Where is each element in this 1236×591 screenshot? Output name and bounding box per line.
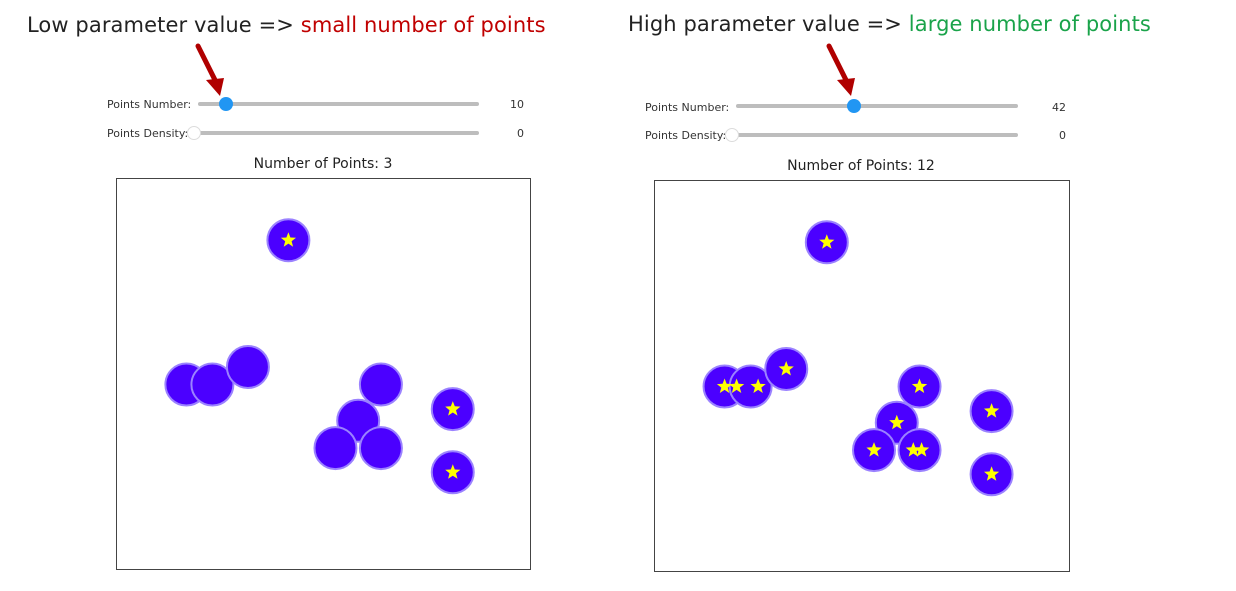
point-star-icon [984, 466, 1000, 481]
right-caption-highlight: large number of points [908, 12, 1151, 36]
points-number-value: 42 [1052, 101, 1066, 114]
left-plot-title: Number of Points: 3 [253, 156, 393, 172]
points-density-slider[interactable] [725, 128, 1018, 142]
point-blob [313, 426, 358, 471]
right-plot-canvas [702, 220, 1014, 497]
point-star-icon [905, 442, 921, 457]
points-density-value: 0 [517, 127, 524, 140]
point-star-icon [819, 234, 835, 249]
point-star-icon [445, 464, 461, 479]
point-star-icon [445, 401, 461, 416]
point-blob [190, 362, 235, 407]
points-density-label: Points Density: [107, 127, 189, 140]
point-star-icon [866, 442, 882, 457]
right-caption-prefix: High parameter value => [628, 12, 909, 36]
points-number-label: Points Number: [107, 98, 192, 111]
point-star-icon [914, 442, 930, 457]
left-panel: Low parameter value => small number of p… [0, 0, 600, 591]
right-pointer-arrow-icon [826, 43, 855, 96]
point-star-icon [911, 378, 928, 393]
points-number-slider[interactable] [736, 99, 1018, 113]
points-number-value: 10 [510, 98, 524, 111]
point-star-icon [778, 361, 794, 376]
left-plot-canvas [164, 218, 475, 495]
point-blob [358, 426, 403, 471]
point-star-icon [728, 378, 745, 393]
point-star-icon [280, 232, 296, 247]
point-star-icon [716, 378, 733, 393]
right-plot-title: Number of Points: 12 [787, 158, 935, 174]
points-number-label: Points Number: [645, 101, 730, 114]
point-star-icon [984, 403, 1000, 418]
left-pointer-arrow-icon [195, 43, 224, 96]
points-density-label: Points Density: [645, 129, 727, 142]
points-density-slider-thumb[interactable] [725, 128, 739, 142]
left-caption: Low parameter value => small number of p… [27, 13, 546, 37]
points-number-slider-thumb[interactable] [847, 99, 862, 113]
left-caption-prefix: Low parameter value => [27, 13, 301, 37]
points-number-slider-thumb[interactable] [219, 97, 234, 111]
point-blob [728, 364, 773, 409]
point-star-icon [889, 414, 905, 430]
right-caption: High parameter value => large number of … [628, 12, 1151, 36]
points-density-slider-thumb[interactable] [187, 126, 201, 140]
points-density-slider[interactable] [187, 126, 479, 140]
left-plot-area [116, 178, 531, 570]
point-blob [358, 362, 403, 407]
points-density-value: 0 [1059, 129, 1066, 142]
points-number-slider[interactable] [198, 97, 479, 111]
right-panel: High parameter value => large number of … [600, 0, 1200, 591]
point-star-icon [750, 378, 766, 393]
point-blob [225, 344, 270, 389]
right-plot-area [654, 180, 1070, 572]
left-caption-highlight: small number of points [300, 13, 546, 37]
